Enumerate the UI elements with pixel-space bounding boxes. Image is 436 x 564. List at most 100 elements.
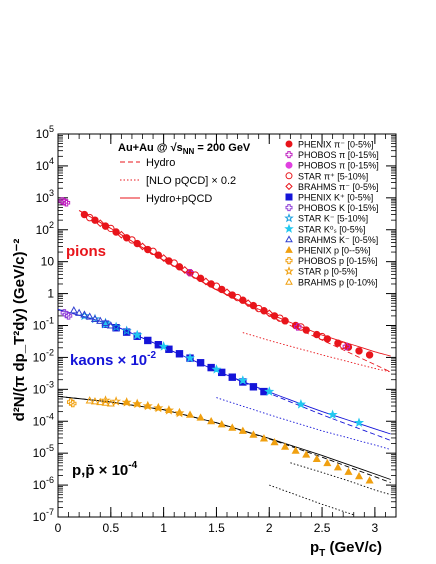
legend-marker	[285, 235, 293, 243]
data-point	[96, 316, 105, 324]
data-point	[159, 254, 168, 262]
data-point	[185, 410, 195, 418]
legend-marker	[285, 257, 293, 265]
data-point	[365, 476, 374, 484]
legend-marker	[285, 161, 293, 169]
system-label-pre: Au+Au @	[118, 142, 171, 154]
y-tick-exp: 5	[49, 124, 54, 134]
data-point	[69, 306, 78, 314]
legend-marker	[285, 151, 293, 159]
data-point	[100, 395, 111, 405]
data-point	[217, 420, 226, 428]
data-point	[85, 396, 94, 404]
data-point	[121, 397, 132, 407]
data-point	[138, 242, 147, 251]
x-axis-label-main: p	[310, 539, 319, 556]
data-point	[132, 329, 143, 340]
legend-label: BRAHMS π⁻ [0-5%]	[298, 182, 378, 192]
y-tick-exp: -6	[46, 475, 54, 485]
data-point	[354, 417, 365, 427]
data-point	[323, 458, 332, 467]
data-point	[121, 325, 132, 336]
data-point	[344, 467, 353, 475]
data-point	[144, 336, 152, 345]
data-point	[218, 368, 226, 377]
species-label-exp: -4	[128, 460, 137, 471]
y-tick-exp: -7	[46, 507, 54, 517]
x-tick-label: 0.5	[102, 521, 119, 535]
y-tick-label: 10-7	[33, 507, 54, 524]
y-tick-base: 10	[36, 223, 50, 237]
data-point	[327, 409, 338, 419]
data-point	[295, 398, 306, 409]
y-tick-exp: -4	[46, 411, 54, 421]
y-tick-exp: 3	[49, 188, 54, 198]
y-tick-base: 10	[41, 255, 55, 269]
y-tick-base: 10	[33, 478, 47, 492]
y-tick-exp: 2	[49, 220, 54, 230]
legend-label: STAR π⁺ [5-10%]	[298, 171, 368, 181]
x-axis-label-unit: (GeV/c)	[325, 539, 382, 556]
y-tick-label: 10-1	[33, 316, 54, 333]
y-tick-label: 10-6	[33, 475, 54, 492]
legend-marker	[285, 193, 293, 201]
data-point	[149, 247, 157, 256]
data-point	[294, 323, 302, 331]
data-point	[175, 263, 184, 271]
data-point	[175, 350, 184, 358]
legend-label: STAR p [0-5%]	[298, 267, 357, 277]
model-curve	[290, 462, 391, 496]
legend-marker	[284, 213, 294, 223]
system-label: Au+Au @ √sNN = 200 GeV	[118, 142, 251, 156]
data-point	[62, 199, 71, 207]
data-point	[201, 277, 210, 286]
legend-label: STAR K⁰ₛ [0-5%]	[298, 224, 365, 234]
y-tick-exp: -3	[46, 379, 54, 389]
data-point	[228, 423, 237, 431]
data-point	[302, 450, 311, 458]
data-point	[223, 288, 231, 297]
data-point	[196, 274, 205, 283]
x-axis-label-sub: T	[319, 548, 325, 559]
sqrt-s-symbol: √s	[171, 142, 183, 154]
species-label-text: p,p̄ × 10	[72, 462, 128, 479]
data-point	[302, 326, 310, 334]
legend-label: PHOBOS p [0-15%]	[298, 256, 378, 266]
data-point	[85, 213, 94, 222]
data-point	[365, 351, 374, 359]
data-point	[254, 304, 263, 313]
data-point	[312, 454, 321, 462]
data-point	[75, 308, 84, 316]
y-tick-label: 1	[47, 287, 54, 301]
legend: PHENIX π⁻ [0-5%]PHOBOS π [0-15%]PHOBOS π…	[284, 140, 379, 287]
curve-legend-label: [NLO pQCD] × 0.2	[146, 175, 236, 187]
y-tick-base: 10	[33, 510, 47, 524]
y-tick-label: 10	[41, 255, 55, 269]
data-point	[64, 312, 73, 320]
legend-label: STAR K⁻ [5-10%]	[298, 214, 368, 224]
y-tick-label: 104	[36, 156, 54, 173]
curve-legend-label: Hydro+pQCD	[146, 193, 212, 205]
legend-label: PHOBOS π [0-15%]	[298, 161, 379, 171]
data-point	[270, 438, 279, 446]
legend-label: PHENIX π⁻ [0-5%]	[298, 140, 373, 150]
y-tick-label: 10-2	[33, 347, 54, 364]
y-tick-label: 102	[36, 220, 54, 237]
data-point	[207, 417, 216, 425]
x-tick-label: 2.5	[314, 521, 331, 535]
data-point	[265, 309, 274, 318]
data-point	[355, 347, 363, 355]
system-label-post: = 200 GeV	[194, 142, 251, 154]
data-point	[276, 314, 284, 322]
data-point	[128, 236, 136, 244]
data-point	[107, 224, 115, 233]
data-point	[228, 373, 236, 381]
species-label: p,p̄ × 10-4	[72, 460, 138, 479]
data-point	[354, 471, 364, 480]
data-point	[218, 285, 226, 294]
y-tick-base: 10	[33, 319, 47, 333]
legend-marker	[284, 223, 294, 233]
data-point	[212, 282, 221, 290]
y-tick-base: 10	[33, 350, 47, 364]
